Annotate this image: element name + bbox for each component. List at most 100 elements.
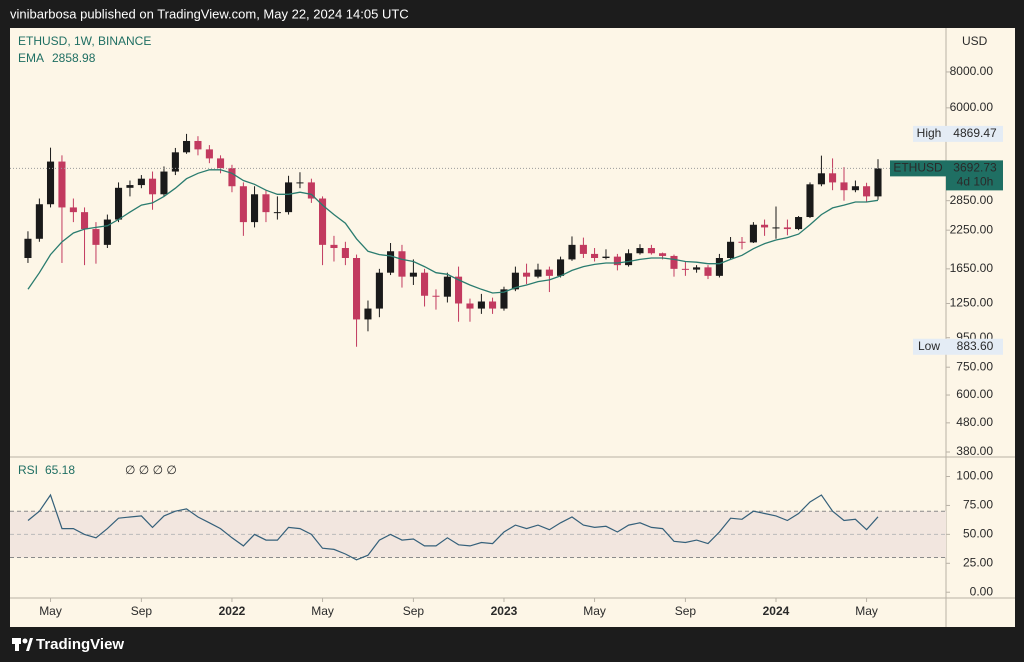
candle-body [477, 301, 485, 309]
candle-body [24, 238, 32, 259]
ema-legend-value: 2858.98 [52, 51, 96, 65]
candle-body [761, 224, 769, 228]
x-tick-label: May [39, 604, 62, 618]
price-tag-countdown: 4d 10h [957, 175, 994, 189]
rsi-line [27, 493, 879, 561]
candle-body [250, 194, 259, 223]
candle-body [568, 244, 576, 260]
candle-body [715, 258, 723, 276]
candle-body [296, 182, 304, 184]
candle-body [398, 251, 406, 277]
candle-body [409, 272, 417, 277]
candle-body [466, 303, 474, 309]
candle-body [194, 140, 202, 150]
candle-body [681, 268, 689, 270]
y-tick-label: 6000.00 [950, 100, 994, 114]
rsi-legend-name: RSI [18, 463, 38, 477]
candle-body [738, 241, 746, 243]
candle-body [851, 186, 859, 191]
rsi-legend-value: 65.18 [45, 463, 75, 477]
candle-body [171, 152, 179, 172]
x-tick-label: 2022 [219, 604, 246, 618]
marker-tag [913, 338, 1003, 355]
candle-body [772, 227, 780, 229]
candle-body [693, 267, 701, 270]
candle-body [829, 173, 837, 183]
marker-label: Low [918, 339, 940, 353]
symbol-title: ETHUSD, 1W, BINANCE [18, 34, 151, 48]
candle-body [58, 161, 66, 208]
candle-body [545, 269, 553, 276]
candle-body [80, 212, 89, 230]
candle-body [216, 158, 225, 169]
candle-body [443, 276, 451, 297]
candle-body [35, 204, 43, 239]
y-tick-label: 100.00 [956, 469, 993, 483]
candle-body [353, 258, 361, 320]
y-tick-label: 2850.00 [950, 193, 994, 207]
x-tick-label: 2024 [763, 604, 790, 618]
candle-body [262, 194, 270, 213]
y-tick-label: 600.00 [956, 387, 993, 401]
candle-body [749, 224, 757, 243]
marker-tag [913, 125, 1003, 142]
candle-body [319, 198, 327, 245]
marker-label: High [917, 126, 942, 140]
y-tick-label: 750.00 [956, 359, 993, 373]
y-tick-label: 50.00 [963, 527, 993, 541]
candle-body [670, 255, 678, 269]
candle-body [114, 187, 123, 220]
candle-body [511, 272, 519, 290]
symbol-tag [890, 160, 946, 177]
candle-body [625, 253, 633, 266]
candle-body [704, 267, 712, 276]
candle-body [228, 168, 236, 187]
candle-body [500, 289, 508, 309]
symbol-tag-label: ETHUSD [893, 161, 943, 175]
candle-body [534, 269, 542, 277]
y-tick-label: 380.00 [956, 444, 993, 458]
candle-body [613, 256, 621, 266]
candle-body [806, 184, 814, 218]
candle-body [103, 219, 111, 245]
candle-body [364, 308, 372, 320]
candle-body [795, 217, 803, 230]
candle-body [160, 171, 168, 195]
candle-body [817, 173, 825, 185]
y-tick-label: 2250.00 [950, 222, 994, 236]
publish-header: vinibarbosa published on TradingView.com… [10, 6, 409, 21]
candle-body [579, 244, 587, 254]
x-tick-label: Sep [131, 604, 153, 618]
y-tick-label: 1250.00 [950, 296, 994, 310]
brand-logo [12, 638, 33, 651]
candle-body [273, 212, 281, 214]
currency-label: USD [962, 34, 988, 48]
candle-body [432, 295, 440, 297]
marker-value: 4869.47 [953, 126, 997, 140]
x-tick-label: May [311, 604, 334, 618]
candle-body [46, 161, 55, 205]
candle-body [840, 182, 848, 191]
price-tag [946, 160, 1003, 191]
candle-body [375, 272, 383, 309]
y-tick-label: 480.00 [956, 415, 993, 429]
candle-body [455, 276, 463, 304]
candle-body [636, 248, 644, 254]
candle-body [137, 178, 145, 186]
x-tick-label: May [583, 604, 606, 618]
candle-body [647, 248, 655, 254]
candle-body [148, 178, 157, 195]
candle-body [523, 272, 531, 277]
candle-body [285, 182, 293, 213]
y-tick-label: 8000.00 [950, 64, 994, 78]
ema-legend-name: EMA [18, 51, 44, 65]
candle-body [591, 253, 599, 259]
candle-body [783, 227, 791, 230]
ema-line [27, 169, 879, 294]
candle-body [727, 241, 735, 259]
price-tag-value: 3692.73 [953, 161, 997, 175]
candle-body [863, 186, 871, 197]
candle-body [92, 229, 100, 245]
candle-body [205, 149, 213, 159]
